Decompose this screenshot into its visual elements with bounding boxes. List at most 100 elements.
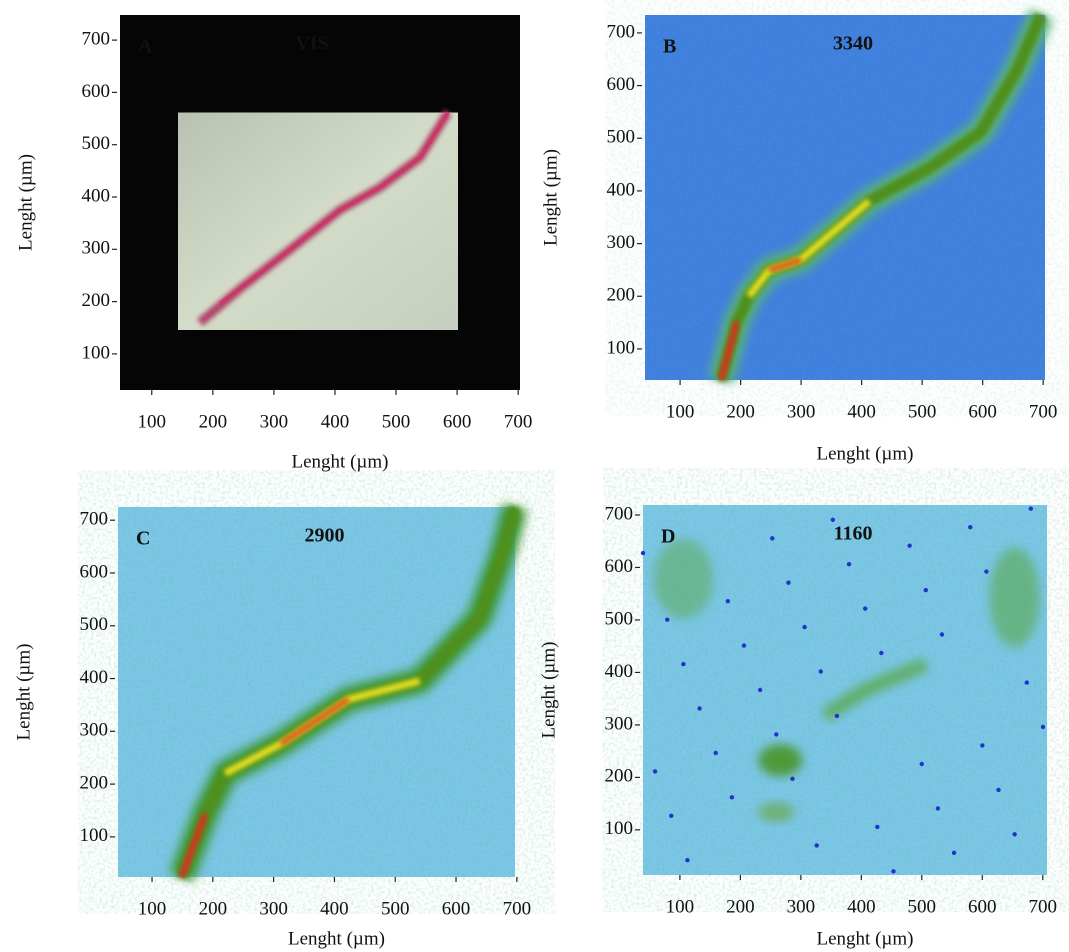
dot — [685, 858, 690, 863]
y-tick-label: 200 — [80, 772, 109, 793]
y-tick-label: 500 — [605, 608, 634, 629]
dot — [984, 569, 989, 574]
y-tick-label: 100 — [82, 342, 111, 363]
y-tick-label: 300 — [607, 232, 636, 253]
x-tick-label: 600 — [968, 896, 997, 917]
dot — [863, 606, 868, 611]
y-tick-label: 400 — [605, 661, 634, 682]
y-tick-label: 400 — [82, 185, 111, 206]
dot — [846, 562, 852, 567]
dot — [652, 769, 658, 774]
y-tick-label: 700 — [82, 28, 111, 49]
x-tick-label: 400 — [320, 898, 349, 919]
y-tick-label: 500 — [80, 614, 109, 635]
panel: B 3340 100 200 300 400 500 600 700 100 200 300 400 50… — [540, 9, 1058, 464]
dot — [790, 776, 795, 781]
y-tick-label: 200 — [82, 290, 111, 311]
dot — [951, 850, 957, 855]
dot — [814, 843, 819, 848]
x-tick-label: 400 — [847, 401, 876, 422]
x-tick-label: 200 — [199, 898, 228, 919]
y-tick-label: 300 — [80, 720, 109, 741]
stripe-foot — [718, 320, 740, 381]
panel: C 2900 100 200 300 400 500 600 700 100 200 300 400 50… — [13, 503, 532, 949]
x-axis-label: Lenght (µm) — [292, 451, 389, 472]
image-noise — [645, 15, 1045, 380]
dot — [907, 543, 912, 548]
x-tick-label: 700 — [1029, 401, 1058, 422]
dot — [996, 787, 1001, 793]
dot — [774, 732, 779, 737]
faint-stripe — [821, 657, 929, 722]
panel-title: 3340 — [833, 33, 873, 55]
y-axis-label: Lenght (µm) — [538, 642, 559, 739]
dot — [818, 669, 823, 674]
x-tick-label: 300 — [260, 411, 289, 432]
dot — [757, 687, 763, 693]
dot — [980, 743, 985, 748]
dot — [919, 761, 924, 767]
y-tick-label: 400 — [80, 667, 109, 688]
x-axis-label: Lenght (µm) — [288, 928, 385, 949]
y-axis-label: Lenght (µm) — [540, 149, 561, 246]
dot — [713, 750, 718, 756]
x-tick-label: 200 — [199, 411, 228, 432]
x-tick-label: 500 — [908, 896, 937, 917]
dot — [891, 869, 896, 874]
dot — [725, 599, 731, 604]
panel-title: VIS — [295, 33, 328, 55]
y-axis-label: Lenght (µm) — [13, 644, 34, 741]
y-tick-label: 500 — [82, 133, 111, 154]
dot — [923, 587, 928, 593]
dot — [786, 580, 791, 585]
y-tick-label: 600 — [607, 74, 636, 95]
dot — [935, 806, 941, 811]
x-tick-label: 700 — [503, 898, 532, 919]
x-tick-label: 600 — [443, 411, 472, 432]
blob — [989, 547, 1040, 648]
x-tick-label: 400 — [321, 411, 350, 432]
y-tick-label: 500 — [607, 127, 636, 148]
y-tick-label: 300 — [82, 238, 111, 259]
dot — [879, 650, 884, 656]
dot — [770, 536, 775, 541]
image-noise — [118, 507, 515, 877]
x-tick-label: 200 — [726, 401, 755, 422]
dot — [875, 824, 880, 830]
stripe-peak — [768, 257, 802, 273]
panel-title: 2900 — [304, 525, 344, 547]
dot — [830, 517, 836, 522]
dot — [729, 795, 735, 800]
x-tick-label: 600 — [442, 898, 471, 919]
panel-letter: A — [138, 36, 153, 58]
blob — [758, 744, 803, 777]
dot — [669, 813, 674, 818]
y-tick-label: 200 — [607, 285, 636, 306]
x-tick-label: 100 — [138, 898, 167, 919]
dot — [802, 624, 807, 630]
dot — [665, 617, 670, 622]
panel-title: 1160 — [834, 523, 873, 545]
dot — [1028, 506, 1034, 511]
x-tick-label: 100 — [138, 411, 167, 432]
x-tick-label: 300 — [259, 898, 288, 919]
dot — [939, 632, 945, 637]
dot — [1040, 724, 1046, 730]
blob — [653, 539, 714, 619]
dot — [697, 706, 702, 711]
x-tick-label: 100 — [666, 401, 695, 422]
dot — [640, 550, 646, 556]
x-tick-label: 300 — [787, 896, 816, 917]
x-axis-label: Lenght (µm) — [817, 443, 914, 464]
y-tick-label: 600 — [80, 561, 109, 582]
x-tick-label: 600 — [968, 401, 997, 422]
blob — [758, 802, 795, 823]
panel-letter: C — [136, 528, 150, 550]
y-axis-label: Lenght (µm) — [15, 154, 36, 251]
y-tick-label: 300 — [605, 713, 634, 734]
y-tick-label: 100 — [80, 825, 109, 846]
x-tick-label: 700 — [1029, 896, 1058, 917]
x-tick-label: 400 — [847, 896, 876, 917]
y-tick-label: 100 — [605, 818, 634, 839]
